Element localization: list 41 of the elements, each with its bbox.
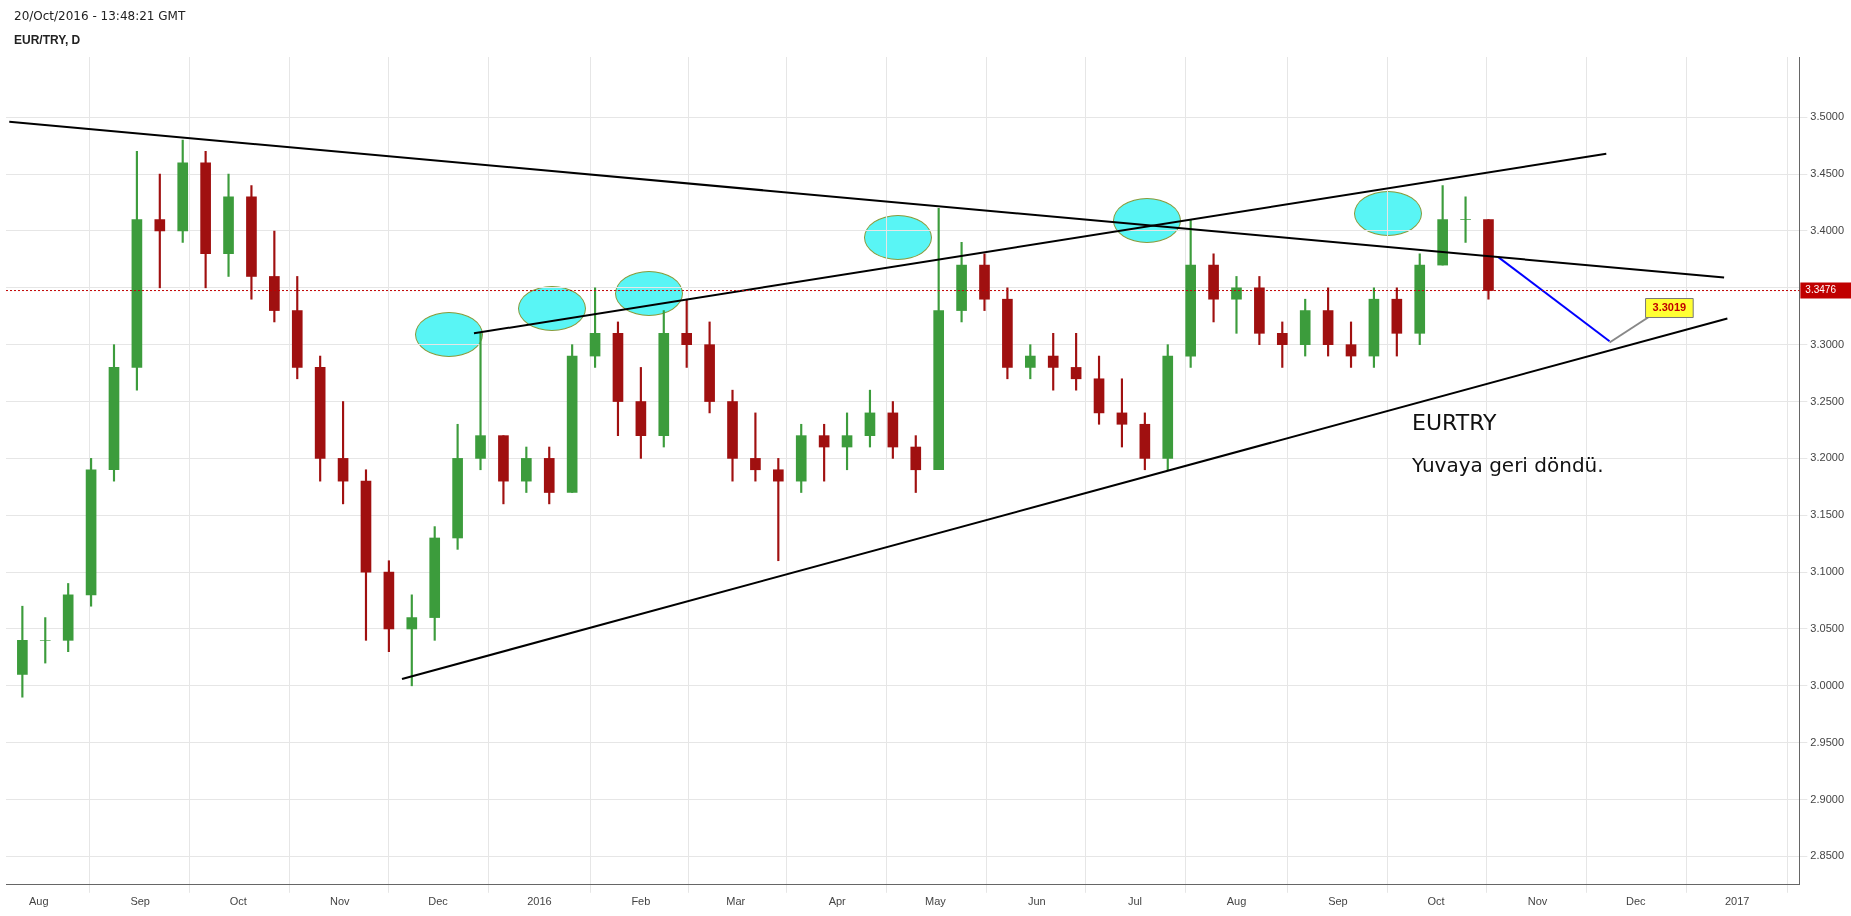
x-tick-label: Aug xyxy=(28,895,49,908)
y-tick-label: 3.4500 xyxy=(1810,167,1845,180)
annotation: 3.3019 xyxy=(1652,301,1687,314)
x-tick-label: Aug xyxy=(1226,895,1247,908)
candlestick xyxy=(1231,276,1242,334)
y-tick-label: 3.4000 xyxy=(1810,224,1845,237)
x-tick-label: Mar xyxy=(726,895,746,908)
x-tick-label: Nov xyxy=(1527,895,1548,908)
annotation: Yuvaya geri döndü. xyxy=(1411,453,1604,477)
y-tick-label: 3.3000 xyxy=(1810,337,1845,350)
candlestick xyxy=(475,332,486,471)
x-tick-label: Oct xyxy=(1427,895,1445,908)
y-tick-label: 3.0500 xyxy=(1810,621,1845,634)
y-tick-label: 3.2500 xyxy=(1810,394,1845,407)
x-tick-label: Oct xyxy=(229,895,247,908)
x-tick-label: Nov xyxy=(330,895,351,908)
candlestick xyxy=(39,617,51,664)
x-tick-label: Apr xyxy=(828,895,847,908)
y-tick-label: 3.0000 xyxy=(1810,678,1845,691)
x-tick-label: 2017 xyxy=(1724,895,1750,908)
y-tick-label: 2.9000 xyxy=(1810,792,1845,805)
y-tick-label: 3.1000 xyxy=(1810,565,1845,578)
text: 20/Oct/2016 - 13:48:21 GMT xyxy=(14,9,186,23)
x-tick-label: Sep xyxy=(1328,895,1348,908)
x-tick-label: Feb xyxy=(631,895,651,908)
y-tick-label: 3.1500 xyxy=(1810,508,1845,521)
x-tick-label: Dec xyxy=(428,895,449,908)
x-tick-label: Sep xyxy=(130,895,150,908)
x-tick-label: Jul xyxy=(1128,895,1143,908)
y-tick-label: 2.8500 xyxy=(1810,849,1845,862)
x-tick-label: May xyxy=(925,895,947,908)
x-tick-label: Dec xyxy=(1625,895,1647,908)
x-tick-label: 2016 xyxy=(527,895,552,908)
chart-title: EUR/TRY, D xyxy=(14,33,81,47)
y-tick-label: 2.9500 xyxy=(1810,735,1845,748)
annotation: EURTRY xyxy=(1412,410,1498,435)
x-tick-label: Jun xyxy=(1027,895,1046,908)
y-tick-label: 3.2000 xyxy=(1810,451,1845,464)
y-tick-label: 3.5000 xyxy=(1810,110,1845,123)
ref-line-label: 3.3476 xyxy=(1805,284,1837,296)
candlestick xyxy=(1460,196,1471,243)
